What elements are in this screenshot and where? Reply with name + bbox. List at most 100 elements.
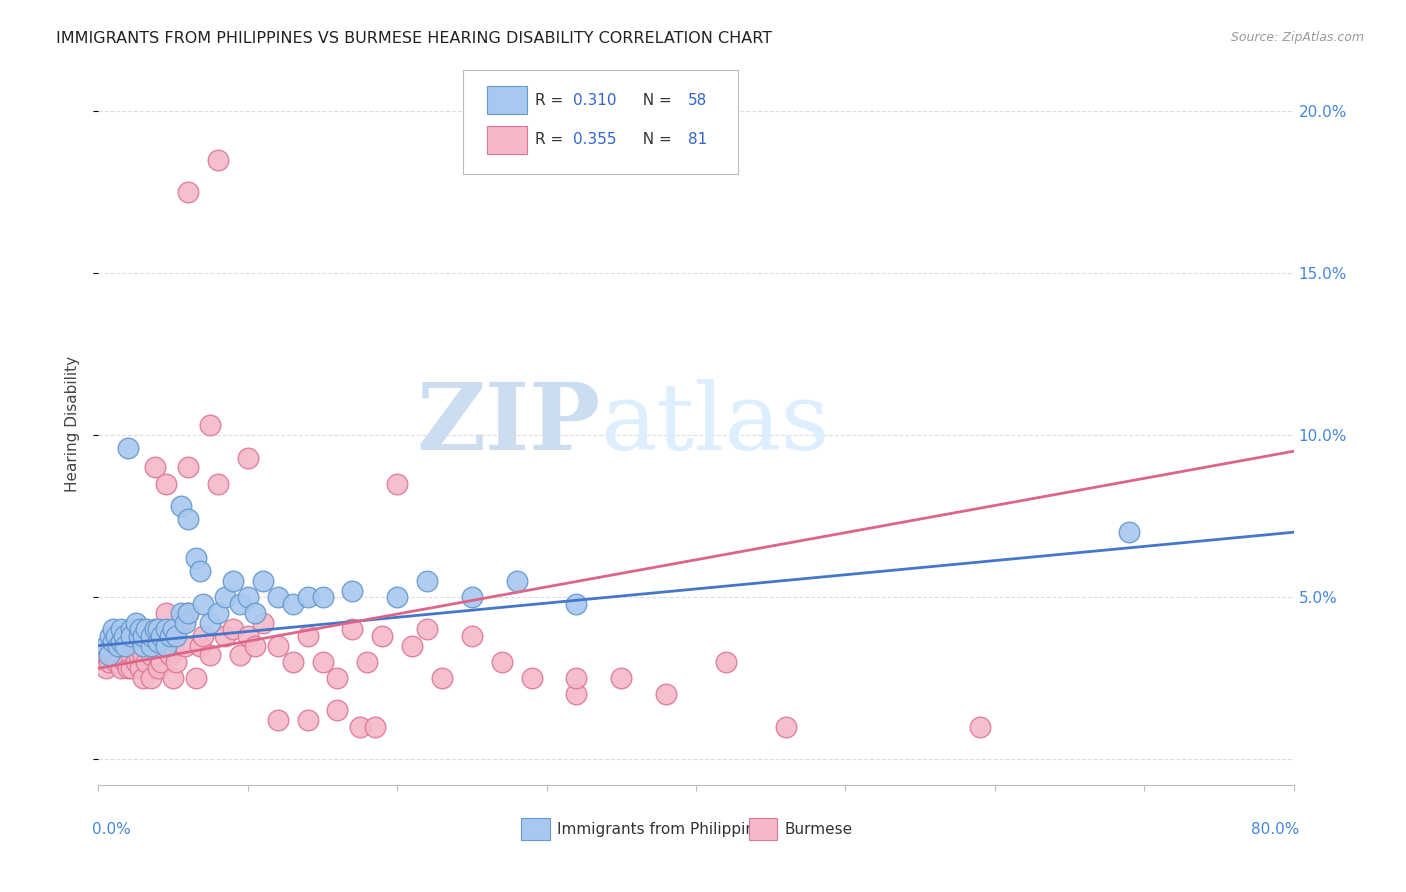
Point [132,671,155,685]
Point [207,476,229,491]
Point [364,720,387,734]
Point [148,661,170,675]
Point [125,639,148,653]
Point [165,655,187,669]
Point [155,606,177,620]
Point [139,671,162,685]
Text: 80.0%: 80.0% [1251,822,1299,838]
Point [385,476,409,491]
Point [114,655,136,669]
Point [139,639,162,653]
Point [105,655,128,669]
Point [103,639,125,653]
Text: 0.355: 0.355 [572,132,616,147]
Point [148,648,170,663]
Text: 81: 81 [688,132,707,147]
Point [371,629,394,643]
Point [107,639,129,653]
Point [461,590,484,604]
Point [416,574,439,588]
Point [110,661,132,675]
Point [162,671,184,685]
Point [177,606,200,620]
Point [188,564,211,578]
Point [155,623,177,637]
Point [155,639,177,653]
Point [117,661,139,675]
Point [506,574,529,588]
FancyBboxPatch shape [522,818,550,840]
Point [107,639,129,653]
Point [129,623,152,637]
Point [110,635,132,649]
Text: 0.0%: 0.0% [93,822,131,838]
Point [356,655,378,669]
Point [165,629,187,643]
FancyBboxPatch shape [486,126,527,154]
Point [177,460,200,475]
Point [267,639,290,653]
Point [200,615,222,630]
Text: 0.310: 0.310 [572,93,616,108]
Point [132,629,155,643]
Point [245,606,267,620]
Point [132,648,155,663]
Point [297,713,319,727]
Point [236,590,259,604]
Point [342,623,364,637]
Point [177,606,200,620]
Point [401,639,423,653]
Point [297,629,319,643]
Text: R =: R = [534,93,568,108]
Point [103,648,125,663]
Point [326,703,349,717]
Point [311,655,333,669]
Point [491,655,513,669]
Point [128,629,150,643]
Point [110,623,132,637]
Point [214,629,236,643]
Point [177,185,200,199]
Point [143,623,166,637]
Point [297,590,319,604]
Point [342,583,364,598]
Text: IMMIGRANTS FROM PHILIPPINES VS BURMESE HEARING DISABILITY CORRELATION CHART: IMMIGRANTS FROM PHILIPPINES VS BURMESE H… [56,31,772,46]
Point [385,590,409,604]
Point [132,639,155,653]
Point [120,623,142,637]
Point [188,639,211,653]
Point [120,648,142,663]
Point [162,639,184,653]
Point [162,623,184,637]
Point [416,623,439,637]
Point [125,615,148,630]
Point [222,623,245,637]
Point [155,476,177,491]
Point [714,655,737,669]
Point [969,720,991,734]
Point [184,671,207,685]
Point [105,629,128,643]
Point [114,639,136,653]
Point [169,615,191,630]
FancyBboxPatch shape [463,70,738,175]
Point [207,606,229,620]
Text: atlas: atlas [600,379,830,468]
Point [326,671,349,685]
Point [200,418,222,433]
Point [169,606,191,620]
Point [311,590,333,604]
Point [349,720,371,734]
Point [236,629,259,643]
FancyBboxPatch shape [748,818,778,840]
Point [128,648,150,663]
Point [135,655,157,669]
Point [267,713,290,727]
Point [159,629,181,643]
Point [191,629,214,643]
Point [117,441,139,455]
Point [139,648,162,663]
Point [94,639,117,653]
Point [129,661,152,675]
Text: ZIP: ZIP [416,379,600,468]
